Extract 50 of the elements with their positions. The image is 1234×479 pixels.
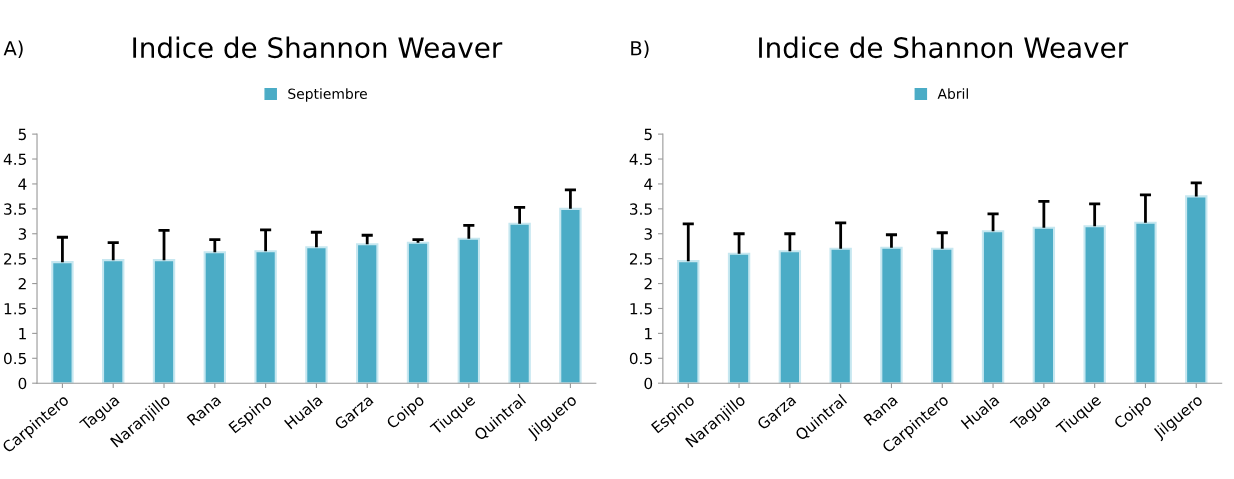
y-tick-label: 5 — [18, 128, 26, 141]
y-tick-label: 3.5 — [630, 203, 652, 215]
y-tick-label: 0 — [644, 377, 653, 390]
y-tick-label: 0.5 — [4, 352, 26, 365]
y-tick-label: 2 — [644, 278, 652, 290]
bar — [1032, 226, 1056, 384]
text: B) — [631, 40, 649, 58]
chart-title: Indice de Shannon Weaver — [133, 36, 503, 59]
y-tick-label: 2.5 — [4, 253, 26, 265]
y-tick-label: 1.5 — [4, 303, 26, 315]
legend-label: Septiembre — [288, 88, 367, 102]
bar — [508, 222, 531, 384]
y-tick-label: 4.5 — [629, 153, 652, 166]
y-tick-label: 1 — [19, 328, 26, 340]
y-tick-label: 4.5 — [3, 153, 26, 166]
bar — [1083, 225, 1106, 384]
bar — [102, 259, 125, 384]
bar — [51, 261, 74, 384]
chart-title: Indice de Shannon Weaver — [759, 36, 1129, 59]
y-tick-label: 4 — [18, 178, 27, 190]
y-tick-label: 0 — [18, 377, 27, 390]
bar — [1185, 195, 1208, 384]
y-tick-label: 3 — [644, 228, 652, 240]
y-tick-label: 5 — [644, 128, 652, 141]
y-tick-label: 4 — [644, 178, 653, 190]
bar — [152, 259, 176, 384]
bar — [457, 237, 481, 384]
y-tick-label: 1 — [645, 328, 652, 340]
y-tick-label: 1.5 — [630, 303, 652, 315]
bar — [981, 230, 1005, 384]
y-tick-label: 0.5 — [629, 352, 652, 365]
text: A) — [3, 40, 23, 58]
bar — [559, 207, 582, 384]
bar — [829, 247, 852, 384]
bar — [931, 247, 954, 384]
bar — [677, 260, 700, 384]
bar — [778, 250, 802, 384]
y-tick-label: 2 — [18, 278, 26, 290]
bar — [203, 251, 227, 384]
bar — [1134, 221, 1157, 384]
bar — [406, 241, 430, 384]
y-tick-label: 3.5 — [4, 203, 26, 215]
bar — [880, 246, 903, 384]
bar — [254, 250, 277, 384]
bar — [727, 252, 751, 384]
y-tick-label: 2.5 — [629, 253, 652, 265]
legend-label: Abril — [937, 88, 968, 99]
bar — [356, 243, 379, 384]
y-tick-label: 3 — [18, 228, 27, 240]
bar — [305, 246, 328, 384]
